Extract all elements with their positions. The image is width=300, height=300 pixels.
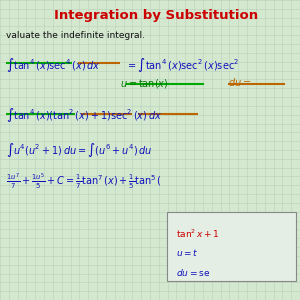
- Text: $du =$: $du =$: [228, 76, 251, 88]
- Text: Integration by Substitution: Integration by Substitution: [54, 9, 258, 22]
- Text: $\int u^4(u^2+1)\,du = \int(u^6+u^4)\,du$: $\int u^4(u^2+1)\,du = \int(u^6+u^4)\,du…: [6, 141, 152, 159]
- Text: $\int \tan^4(x)\sec^4(x)\,dx$: $\int \tan^4(x)\sec^4(x)\,dx$: [6, 56, 100, 74]
- Text: $= \int \tan^4(x)\sec^2(x)\sec^2$: $= \int \tan^4(x)\sec^2(x)\sec^2$: [126, 56, 239, 74]
- Text: $\frac{1u^7}{7}+\frac{1u^5}{5}+C = \frac{1}{7}\tan^7(x)+\frac{1}{5}\tan^5($: $\frac{1u^7}{7}+\frac{1u^5}{5}+C = \frac…: [6, 171, 162, 191]
- Text: $\int \tan^4(x)(\tan^2(x)+1)\sec^2(x)\,dx$: $\int \tan^4(x)(\tan^2(x)+1)\sec^2(x)\,d…: [6, 106, 162, 124]
- FancyBboxPatch shape: [167, 212, 296, 280]
- Text: $du = \mathrm{se}$: $du = \mathrm{se}$: [176, 267, 210, 278]
- Text: $u = t$: $u = t$: [176, 248, 198, 259]
- Text: $u = \tan(x)$: $u = \tan(x)$: [120, 76, 169, 89]
- Text: valuate the indefinite integral.: valuate the indefinite integral.: [6, 32, 145, 40]
- Text: $\tan^2 x + 1$: $\tan^2 x + 1$: [176, 228, 219, 240]
